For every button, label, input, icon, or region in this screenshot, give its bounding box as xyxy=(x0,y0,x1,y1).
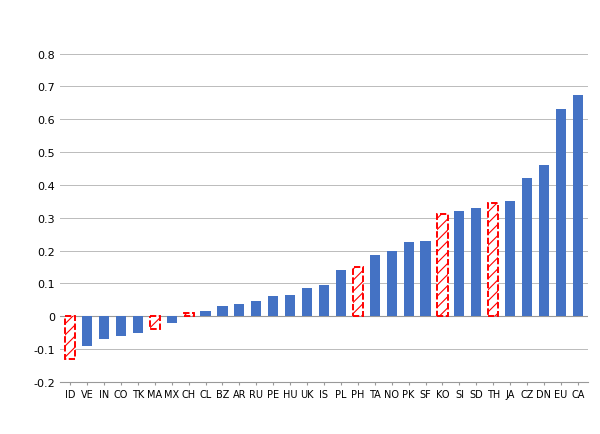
Bar xyxy=(184,313,194,316)
Bar xyxy=(336,270,346,316)
Bar xyxy=(65,316,75,359)
Bar xyxy=(353,267,363,316)
Bar xyxy=(251,302,262,316)
Bar xyxy=(235,304,244,316)
Bar xyxy=(268,297,278,316)
Bar xyxy=(99,316,109,339)
Bar xyxy=(471,208,481,316)
Bar xyxy=(82,316,92,346)
Bar xyxy=(539,166,549,316)
Bar xyxy=(149,316,160,329)
Bar xyxy=(167,316,177,323)
Bar xyxy=(133,316,143,333)
Bar xyxy=(65,316,75,359)
Bar xyxy=(149,316,160,329)
Bar xyxy=(522,179,532,316)
Bar xyxy=(184,313,194,316)
Bar xyxy=(437,215,448,316)
Bar xyxy=(353,267,363,316)
Bar xyxy=(285,295,295,316)
Bar xyxy=(116,316,126,336)
Bar xyxy=(302,289,312,316)
Bar xyxy=(505,202,515,316)
Bar xyxy=(437,215,448,316)
Bar xyxy=(319,285,329,316)
Bar xyxy=(488,204,499,316)
Bar xyxy=(217,306,227,316)
Bar xyxy=(573,95,583,316)
Bar xyxy=(454,212,464,316)
Bar xyxy=(200,312,211,316)
Bar xyxy=(404,243,413,316)
Bar xyxy=(386,251,397,316)
Bar xyxy=(488,204,499,316)
Bar xyxy=(556,110,566,316)
Bar xyxy=(421,241,431,316)
Bar xyxy=(370,256,380,316)
